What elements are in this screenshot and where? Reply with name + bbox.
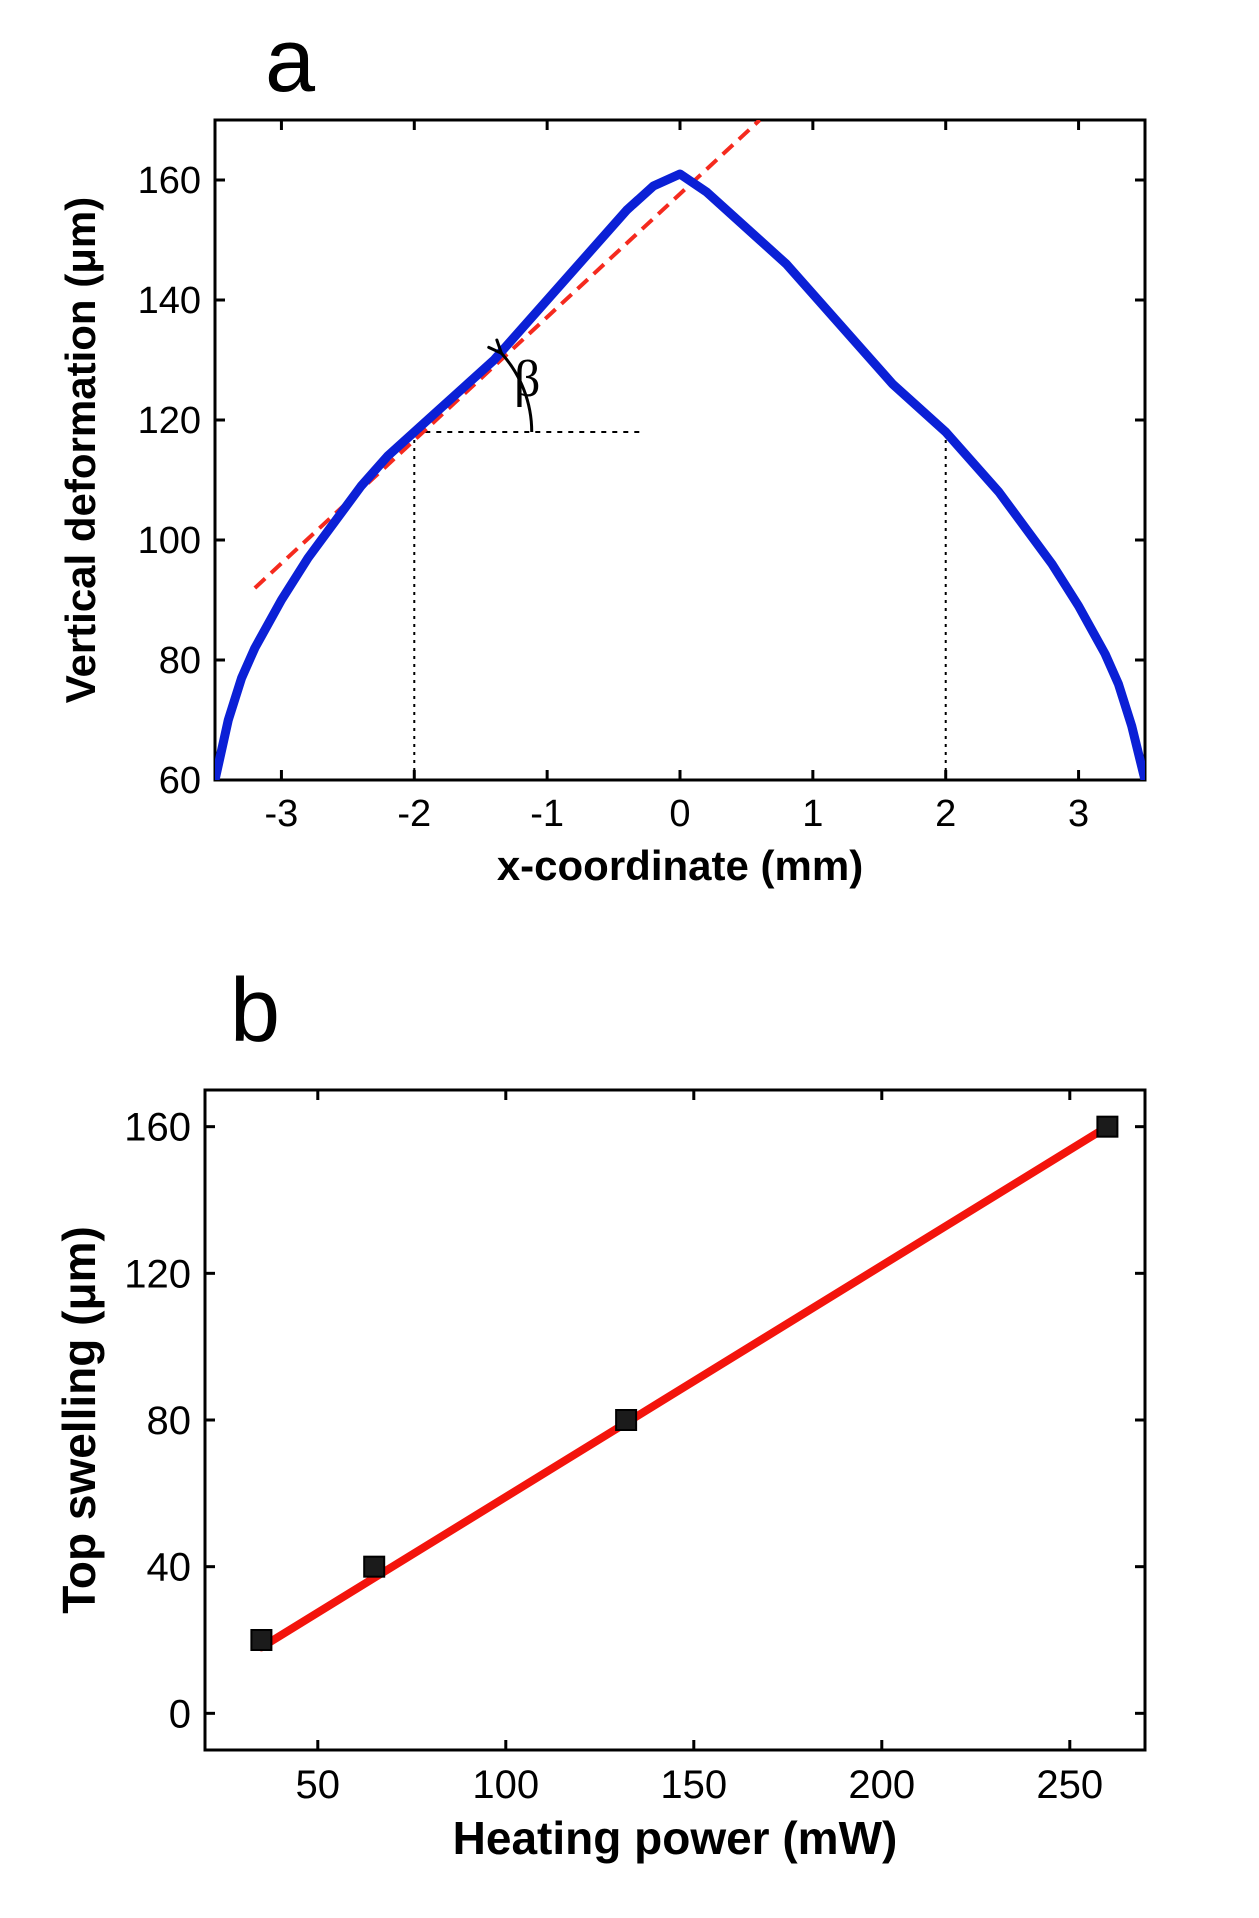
svg-text:200: 200 (848, 1763, 915, 1807)
svg-text:1: 1 (802, 793, 823, 835)
figure-root: a -3-2-101236080100120140160x-coordinate… (0, 0, 1259, 1918)
svg-text:120: 120 (138, 400, 201, 442)
svg-text:80: 80 (147, 1399, 192, 1443)
svg-text:2: 2 (935, 793, 956, 835)
svg-text:Top swelling (μm): Top swelling (μm) (53, 1226, 105, 1614)
svg-text:140: 140 (138, 280, 201, 322)
svg-text:Heating power (mW): Heating power (mW) (453, 1812, 898, 1864)
svg-text:250: 250 (1036, 1763, 1103, 1807)
panel-a-chart: -3 -2 -1 0 1 2 3 60 80 100 120 140 160 x-coordinate (… (0, 60, 1259, 940)
svg-text:0: 0 (669, 793, 690, 835)
svg-text:-1: -1 (530, 793, 564, 835)
svg-text:160: 160 (124, 1106, 191, 1150)
svg-text:50: 50 (296, 1763, 341, 1807)
svg-text:40: 40 (147, 1546, 192, 1590)
svg-text:3: 3 (1068, 793, 1089, 835)
svg-text:-3: -3 (265, 793, 299, 835)
svg-text:120: 120 (124, 1252, 191, 1296)
svg-text:100: 100 (472, 1763, 539, 1807)
svg-text:-2: -2 (397, 793, 431, 835)
svg-text:150: 150 (660, 1763, 727, 1807)
svg-text:80: 80 (159, 640, 201, 682)
svg-text:Vertical deformation (μm): Vertical deformation (μm) (57, 197, 104, 703)
svg-text:β: β (514, 351, 540, 408)
svg-text:0: 0 (169, 1692, 191, 1736)
panel-b-chart: 50 100 150 200 250 0 40 80 120 160 Heating power (… (0, 1030, 1259, 1910)
svg-text:60: 60 (159, 760, 201, 802)
svg-text:x-coordinate (mm): x-coordinate (mm) (497, 842, 863, 889)
svg-text:160: 160 (138, 160, 201, 202)
svg-text:100: 100 (138, 520, 201, 562)
